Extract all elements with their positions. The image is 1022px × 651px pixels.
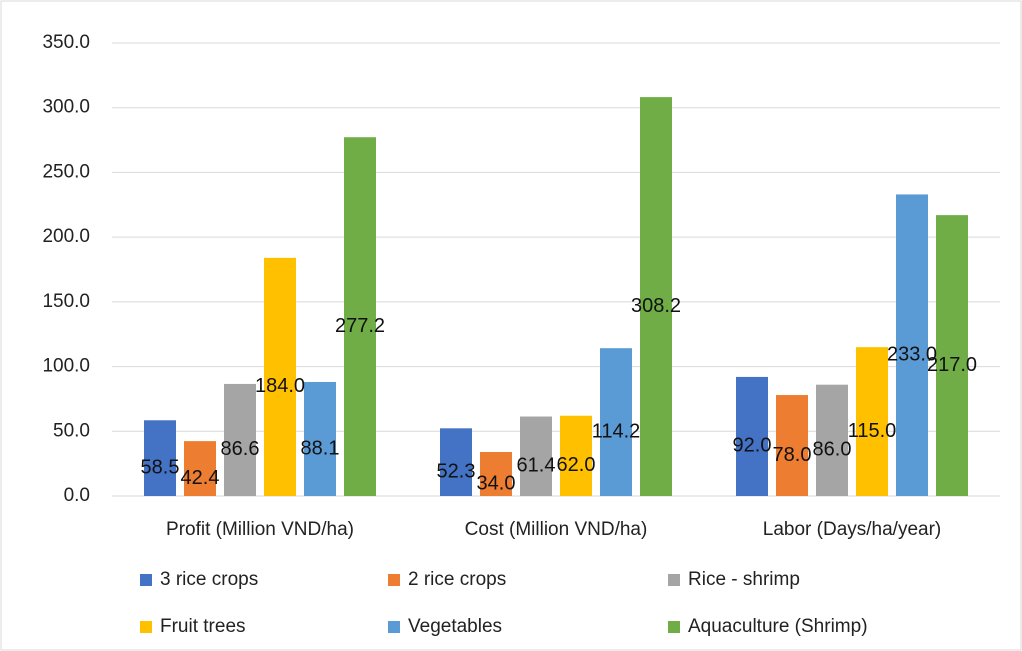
y-tick-label: 350.0 — [42, 32, 90, 53]
data-label: 78.0 — [773, 444, 812, 466]
legend-swatch — [668, 574, 680, 586]
data-label: 52.3 — [437, 460, 476, 482]
data-label: 34.0 — [477, 472, 516, 494]
x-tick-label: Profit (Million VND/ha) — [166, 519, 354, 540]
legend-label: 2 rice crops — [408, 569, 506, 590]
legend-swatch — [388, 621, 400, 633]
data-label: 88.1 — [301, 437, 340, 459]
legend-swatch — [388, 574, 400, 586]
bar — [936, 215, 968, 496]
legend-swatch — [668, 621, 680, 633]
data-label: 115.0 — [848, 420, 897, 442]
data-label: 61.4 — [517, 455, 556, 477]
bar — [344, 137, 376, 496]
x-tick-label: Cost (Million VND/ha) — [465, 519, 648, 540]
bar — [264, 257, 296, 496]
bar — [560, 415, 592, 496]
y-tick-label: 100.0 — [42, 356, 90, 377]
legend-label: Aquaculture (Shrimp) — [688, 616, 868, 637]
bar — [896, 194, 928, 496]
legend-label: 3 rice crops — [160, 569, 258, 590]
data-label: 277.2 — [335, 315, 385, 337]
bar — [856, 347, 888, 496]
bar — [600, 348, 632, 496]
bar — [304, 381, 336, 496]
bar — [184, 441, 216, 496]
legend-swatch — [140, 574, 152, 586]
bar — [440, 428, 472, 496]
legend-label: Fruit trees — [160, 616, 246, 637]
data-label: 92.0 — [733, 435, 772, 457]
x-tick-label: Labor (Days/ha/year) — [763, 519, 941, 540]
legend-swatch — [140, 621, 152, 633]
bar — [144, 420, 176, 496]
y-tick-label: 200.0 — [42, 226, 90, 247]
bar — [520, 416, 552, 496]
y-tick-label: 50.0 — [53, 420, 90, 441]
bar — [640, 97, 672, 497]
data-label: 217.0 — [927, 354, 977, 376]
legend-label: Vegetables — [408, 616, 502, 637]
y-tick-label: 150.0 — [42, 291, 90, 312]
y-tick-label: 0.0 — [64, 485, 90, 506]
data-label: 184.0 — [255, 375, 305, 397]
bar — [816, 384, 848, 496]
data-label: 114.2 — [592, 420, 641, 442]
bar — [480, 451, 512, 496]
data-label: 86.6 — [221, 438, 260, 460]
bar — [224, 383, 256, 496]
data-label: 42.4 — [181, 467, 220, 489]
data-label: 58.5 — [141, 456, 180, 478]
data-label: 308.2 — [631, 295, 681, 317]
data-label: 86.0 — [813, 439, 852, 461]
bar — [776, 395, 808, 496]
data-label: 233.0 — [887, 343, 937, 365]
y-tick-label: 300.0 — [42, 97, 90, 118]
y-tick-label: 250.0 — [42, 161, 90, 182]
legend-label: Rice - shrimp — [688, 569, 800, 590]
data-label: 62.0 — [557, 454, 596, 476]
bar — [736, 376, 768, 496]
